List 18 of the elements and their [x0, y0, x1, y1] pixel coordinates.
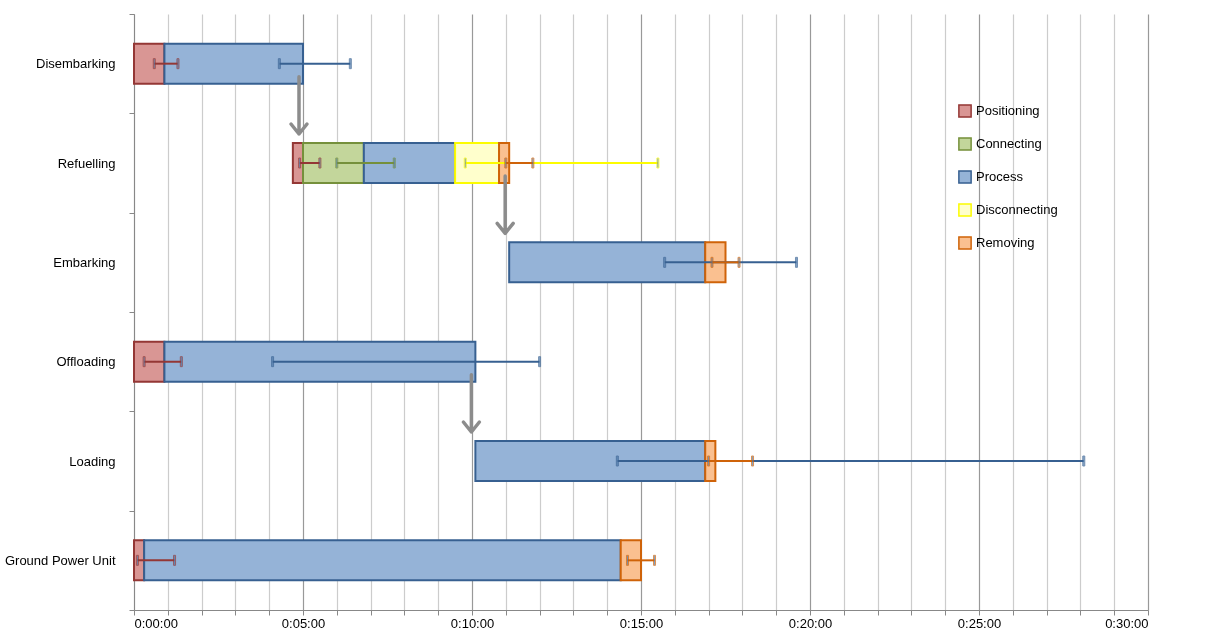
x-tick-label: 0:25:00	[957, 615, 1002, 631]
legend-label: Positioning	[976, 103, 1040, 118]
y-tick-label: Refuelling	[57, 155, 116, 171]
x-tick-label: 0:15:00	[619, 615, 664, 631]
y-tick-label: Ground Power Unit	[4, 552, 116, 568]
y-tick-label: Disembarking	[36, 56, 116, 72]
x-tick-label: 0:30:00	[1105, 615, 1149, 631]
y-tick-label: Embarking	[53, 254, 116, 270]
y-tick-label: Loading	[69, 453, 116, 469]
legend-label: Removing	[976, 235, 1035, 250]
x-tick-label: 0:05:00	[281, 615, 326, 631]
legend-label: Process	[976, 169, 1024, 184]
x-tick-label: 0:00:00	[134, 615, 178, 631]
y-tick-label: Offloading	[56, 354, 116, 370]
x-tick-label: 0:20:00	[788, 615, 833, 631]
x-tick-label: 0:10:00	[450, 615, 495, 631]
legend-label: Disconnecting	[976, 202, 1058, 217]
legend-label: Connecting	[976, 136, 1042, 151]
